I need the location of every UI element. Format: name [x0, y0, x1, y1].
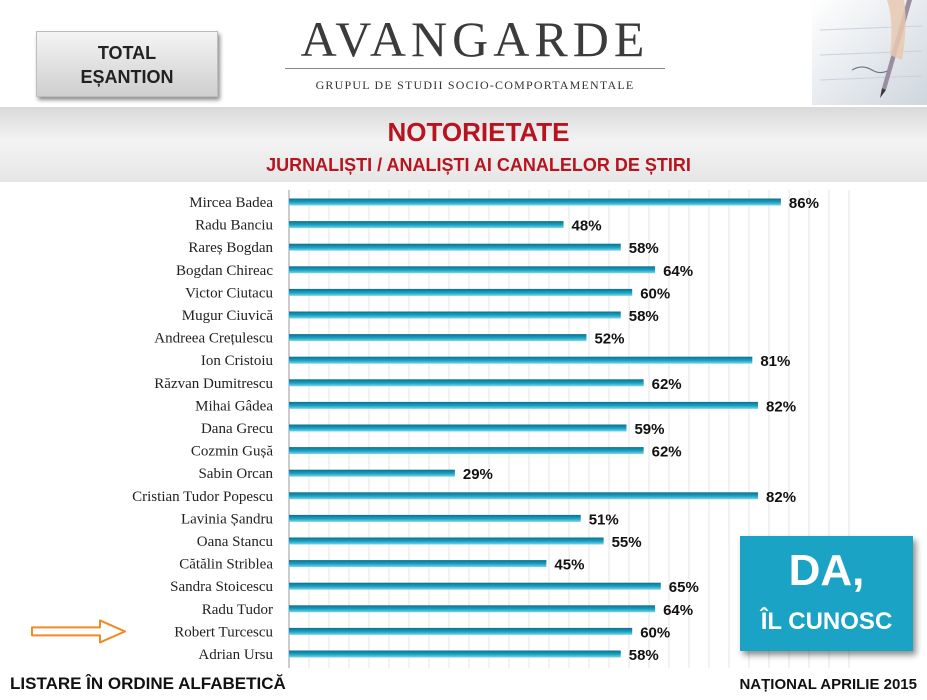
value-label: 59% — [634, 421, 664, 438]
value-label: 60% — [640, 624, 670, 641]
title-band — [0, 107, 927, 182]
category-label: Cristian Tudor Popescu — [132, 489, 273, 505]
value-label: 55% — [612, 534, 642, 551]
bar — [289, 650, 621, 658]
value-label: 45% — [554, 557, 584, 574]
category-label: Dana Grecu — [201, 421, 274, 437]
category-label: Mugur Ciuvică — [182, 308, 274, 324]
category-label: Ion Cristoiu — [201, 353, 274, 369]
bar — [289, 424, 627, 432]
bar — [289, 401, 759, 409]
category-label: Sandra Stoicescu — [170, 579, 273, 595]
bar — [289, 627, 633, 635]
category-label: Robert Turcescu — [174, 624, 273, 640]
bar — [289, 514, 581, 522]
bar — [289, 469, 455, 477]
bar — [289, 379, 644, 387]
category-label: Răzvan Dumitrescu — [154, 376, 273, 392]
value-label: 82% — [766, 398, 796, 415]
category-label: Lavinia Șandru — [181, 511, 274, 527]
bar — [289, 537, 604, 545]
value-label: 60% — [640, 285, 670, 302]
value-label: 62% — [652, 444, 682, 461]
category-label: Radu Banciu — [195, 218, 273, 234]
logo-divider — [285, 68, 665, 69]
total-sample-badge: TOTAL EȘANTION — [36, 31, 218, 97]
bar — [289, 243, 621, 251]
orange-arrow-icon — [31, 619, 126, 644]
logo-tagline: GRUPUL DE STUDII SOCIO-COMPORTAMENTALE — [315, 78, 635, 92]
category-label: Oana Stancu — [197, 534, 274, 550]
category-label: Bogdan Chireac — [176, 263, 273, 279]
bar — [289, 582, 661, 590]
value-label: 29% — [463, 466, 493, 483]
bar — [289, 288, 633, 296]
bar — [289, 221, 564, 229]
value-label: 51% — [589, 511, 619, 528]
value-label: 48% — [572, 218, 602, 235]
bar — [289, 447, 644, 455]
da-il-cunosc-callout: DA, ÎL CUNOSC — [740, 536, 913, 651]
bar — [289, 492, 759, 500]
footer-survey-date: NAȚIONAL APRILIE 2015 — [739, 676, 917, 693]
badge-line-1: TOTAL — [97, 43, 157, 63]
value-label: 58% — [629, 647, 659, 664]
value-label: 86% — [789, 195, 819, 212]
category-label: Cozmin Gușă — [191, 444, 273, 460]
value-label: 64% — [663, 602, 693, 619]
value-label: 52% — [594, 331, 624, 348]
bar — [289, 560, 547, 568]
value-label: 64% — [663, 263, 693, 280]
value-label: 81% — [760, 353, 790, 370]
bar — [289, 198, 781, 206]
footer-listing-note: LISTARE ÎN ORDINE ALFABETICĂ — [10, 674, 286, 693]
logo-word: AVANGARDE — [300, 11, 650, 67]
callout-line-1: DA, — [788, 546, 865, 595]
badge-line-2: EȘANTION — [80, 67, 174, 87]
bar — [289, 356, 753, 364]
category-label: Mircea Badea — [189, 195, 273, 211]
category-label: Adrian Ursu — [198, 647, 273, 663]
header: TOTAL EȘANTION AVANGARDE GRUPUL DE STUDI… — [0, 0, 927, 108]
value-label: 82% — [766, 489, 796, 506]
category-label: Sabin Orcan — [198, 466, 273, 482]
bar — [289, 311, 621, 319]
chart-subtitle: JURNALIȘTI / ANALIȘTI AI CANALELOR DE ȘT… — [266, 155, 691, 175]
category-label: Radu Tudor — [202, 602, 273, 618]
callout-line-2: ÎL CUNOSC — [760, 608, 893, 635]
category-label: Cătălin Striblea — [179, 557, 273, 573]
category-label: Andreea Crețulescu — [154, 331, 273, 347]
value-label: 58% — [629, 308, 659, 325]
value-label: 58% — [629, 240, 659, 257]
category-label: Rareș Bogdan — [188, 240, 273, 256]
notoriety-bar-chart: Mircea Badea Radu Banciu Rareș Bogdan Bogda… — [31, 190, 850, 668]
bar — [289, 334, 587, 342]
category-label: Mihai Gâdea — [195, 398, 273, 414]
pen-writing-icon — [812, 0, 927, 105]
bar — [289, 266, 656, 274]
avangarde-logo: AVANGARDE GRUPUL DE STUDII SOCIO-COMPORT… — [275, 0, 675, 105]
value-label: 65% — [669, 579, 699, 596]
bar — [289, 605, 656, 613]
chart-title: NOTORIETATE — [387, 117, 570, 147]
category-label: Victor Ciutacu — [185, 285, 273, 301]
value-label: 62% — [652, 376, 682, 393]
